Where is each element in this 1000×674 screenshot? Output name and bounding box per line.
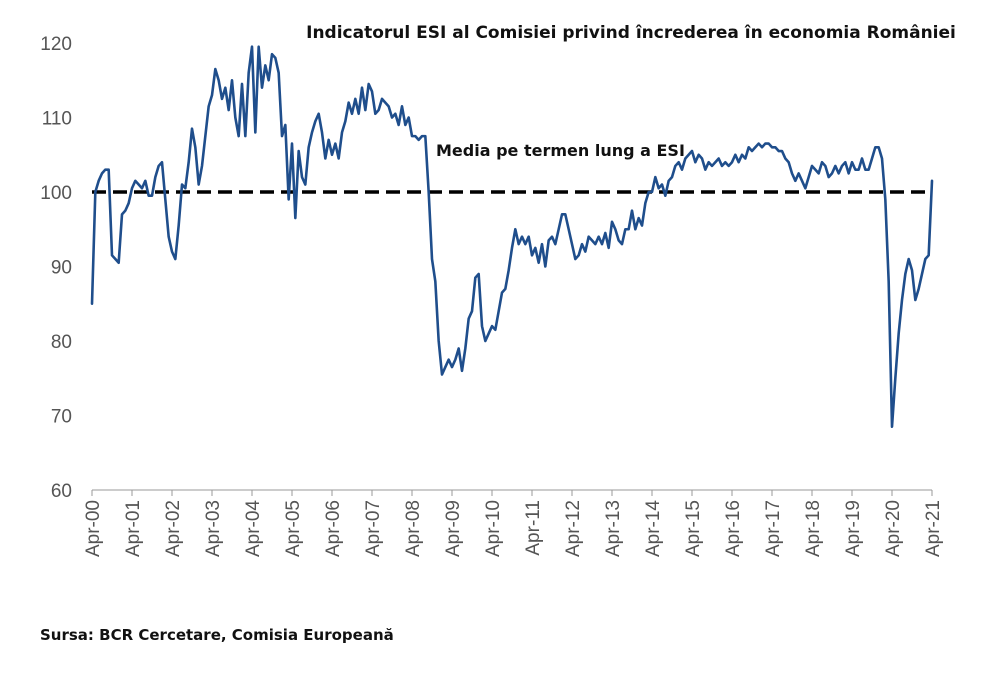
y-tick-label: 100	[40, 183, 72, 204]
y-tick-label: 110	[42, 109, 72, 130]
x-tick-label: Apr-00	[83, 500, 104, 557]
x-tick-label: Apr-05	[283, 500, 304, 557]
chart-title: Indicatorul ESI al Comisiei privind încr…	[306, 23, 956, 43]
x-tick-label: Apr-03	[203, 500, 224, 557]
x-tick-label: Apr-02	[163, 500, 184, 557]
x-tick-label: Apr-21	[923, 500, 944, 557]
x-tick-label: Apr-09	[443, 500, 464, 557]
x-tick-label: Apr-13	[603, 500, 624, 557]
y-tick-label: 80	[51, 332, 72, 353]
x-tick-label: Apr-17	[763, 500, 784, 557]
x-tick-label: Apr-16	[723, 500, 744, 557]
x-tick-label: Apr-18	[803, 500, 824, 557]
y-tick-label: 70	[51, 407, 72, 428]
x-axis: Apr-00 Apr-01 Apr-02 Apr-03 Apr-04 Apr-05 Apr-…	[83, 489, 944, 557]
x-tick-label: Apr-07	[363, 500, 384, 557]
y-tick-label: 90	[51, 258, 72, 279]
x-tick-label: Apr-06	[323, 500, 344, 557]
y-tick-label: 60	[51, 481, 72, 502]
x-tick-label: Apr-01	[123, 500, 144, 557]
x-tick-label: Apr-19	[843, 500, 864, 557]
source-note: Sursa: BCR Cercetare, Comisia Europeană	[40, 626, 394, 644]
series-line-esi	[90, 45, 934, 428]
x-tick-label: Apr-10	[483, 500, 504, 557]
x-tick-label: Apr-20	[883, 500, 904, 557]
x-tick-label: Apr-14	[643, 500, 664, 557]
x-tick-label: Apr-11	[523, 500, 544, 556]
x-tick-label: Apr-08	[403, 500, 424, 557]
x-tick-label: Apr-15	[683, 500, 704, 557]
x-tick-label: Apr-12	[563, 500, 584, 557]
y-tick-label: 120	[40, 34, 72, 55]
esi-line-chart: Indicatorul ESI al Comisiei privind încr…	[40, 23, 956, 557]
y-axis-ticks: 60 70 80 90 100 110 120	[40, 34, 72, 502]
x-tick-label: Apr-04	[243, 500, 264, 557]
long-term-average-label: Media pe termen lung a ESI	[436, 141, 685, 160]
